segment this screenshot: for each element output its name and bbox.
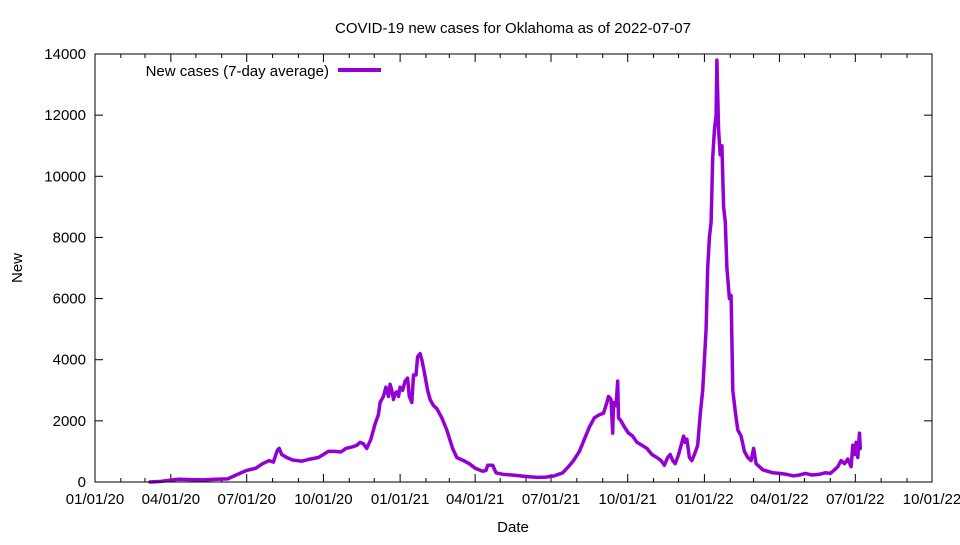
legend: New cases (7-day average) xyxy=(146,63,381,80)
x-tick-label: 10/01/21 xyxy=(599,491,657,508)
legend-label: New cases (7-day average) xyxy=(146,63,329,80)
x-tick-label: 04/01/22 xyxy=(750,491,808,508)
x-tick-label: 07/01/22 xyxy=(826,491,884,508)
x-tick-label: 04/01/20 xyxy=(142,491,200,508)
plot-frame xyxy=(94,53,933,483)
x-tick-label: 01/01/20 xyxy=(66,491,124,508)
y-tick-label: 10000 xyxy=(44,168,86,185)
axes: 0 2000 4000 6000 8000 10000 12000 14000 01/01/20… xyxy=(44,46,960,508)
x-tick-label: 01/01/22 xyxy=(675,491,733,508)
series-line xyxy=(148,58,863,484)
y-tick-label: 8000 xyxy=(53,229,86,246)
x-tick-label: 04/01/21 xyxy=(446,491,504,508)
x-tick-label: 10/01/22 xyxy=(903,491,960,508)
y-tick-label: 2000 xyxy=(53,413,86,430)
y-tick-label: 6000 xyxy=(53,291,86,308)
y-tick-label: 0 xyxy=(78,474,86,491)
x-axis-label: Date xyxy=(497,519,529,536)
y-tick-label: 14000 xyxy=(44,46,86,63)
y-axis-label: New xyxy=(9,253,26,283)
y-tick-label: 4000 xyxy=(53,352,86,369)
x-tick-label: 07/01/20 xyxy=(218,491,276,508)
series-layer xyxy=(148,58,863,484)
x-tick-label: 07/01/21 xyxy=(522,491,580,508)
chart-title: COVID-19 new cases for Oklahoma as of 20… xyxy=(335,20,691,37)
x-tick-label: 01/01/21 xyxy=(371,491,429,508)
x-tick-label: 10/01/20 xyxy=(294,491,352,508)
y-tick-label: 12000 xyxy=(44,107,86,124)
